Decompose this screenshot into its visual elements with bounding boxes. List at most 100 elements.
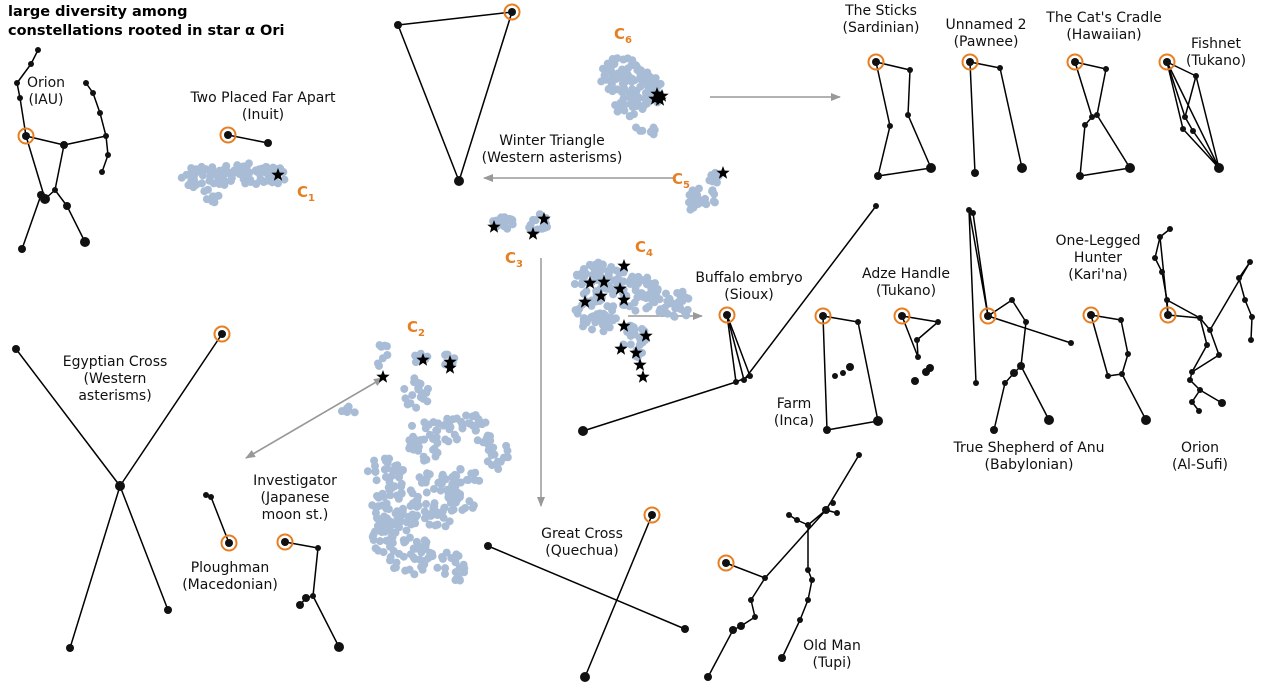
cluster-point [599,320,608,329]
star-node [846,363,854,371]
edge [750,577,766,601]
cluster-point [408,421,417,430]
star-node [1189,399,1195,405]
cluster-point [601,75,610,84]
cluster-point [690,198,699,207]
great-cross [484,506,689,682]
star-marker [633,358,647,371]
cluster-point [599,327,608,336]
star-node [80,237,90,247]
cluster-point [222,162,231,171]
edge [993,382,1006,431]
star-node [1216,352,1222,358]
star-node [578,426,588,436]
cluster-point [656,79,665,88]
embedding-clusters [177,54,723,585]
cluster-point [461,504,470,513]
cluster-point [395,518,404,527]
cluster-point [371,503,380,512]
edge [69,485,121,649]
cluster-point [450,470,459,479]
cluster-point [372,476,381,485]
cluster-point [630,298,639,307]
edge [1199,317,1208,346]
cluster-point [678,291,687,300]
star-node [856,452,862,458]
star-node [1141,415,1151,425]
cluster-point [221,177,230,186]
star-node [302,594,310,602]
star-node [737,622,745,630]
edge [916,321,939,341]
edge [987,299,1013,317]
cluster-point [218,170,227,179]
cluster-point [411,351,420,360]
edge [822,315,828,431]
star-node [103,133,109,139]
star-node [722,559,730,567]
cluster-point [208,163,217,172]
star-node [1197,387,1203,393]
star-marker [614,342,628,355]
star-node [752,614,758,620]
edge [987,315,1072,344]
star-node [17,95,23,101]
cluster-label-c4: C4 [635,238,653,259]
cluster-point [402,526,411,535]
edge [99,112,107,137]
star-node [729,626,737,634]
cluster-point [406,550,415,559]
star-marker [636,370,650,383]
edge [1074,61,1107,70]
label-adze-handle: Adze Handle (Tukano) [862,266,950,299]
cluster-point [392,558,401,567]
star-node [296,601,304,609]
cluster-point [414,378,423,387]
edge [1121,373,1147,421]
edge [1182,128,1220,169]
star-marker [617,319,631,332]
star-node [905,112,911,118]
one-legged-hunter [1082,306,1151,425]
cluster-point [500,213,509,222]
cluster-point [443,414,452,423]
star-node [37,191,45,199]
star-node [1119,371,1125,377]
star-node [1204,342,1210,348]
cluster-point [226,176,235,185]
star-node [1082,122,1088,128]
star-node [926,163,936,173]
cluster-point [592,314,601,323]
label-unnamed-2: Unnamed 2 (Pawnee) [945,17,1027,50]
edge [25,135,46,200]
label-egyptian-cross: Egyptian Cross (Western asterisms) [62,354,168,404]
star-node [874,172,882,180]
cluster-point [385,542,394,551]
edge [54,144,65,191]
edge [1195,75,1220,169]
edge [19,97,27,137]
cluster-point [405,533,414,542]
star-node [1164,297,1170,303]
cluster-point [611,314,620,323]
cluster-point [576,270,585,279]
alpha-ori-marker [1066,53,1084,71]
star-node [1010,369,1018,377]
edge [1209,329,1220,356]
star-node [1207,327,1213,333]
edge [707,629,734,678]
star-node [35,47,41,53]
cluster-point [433,563,442,572]
star-node [1152,255,1158,261]
alpha-ori-marker [893,307,911,325]
star-node [99,169,105,175]
constellation-shapes [12,3,1255,682]
investigator [276,533,344,652]
star-node [1017,362,1025,370]
cluster-point [438,470,447,479]
edge [1166,61,1184,130]
label-buffalo-embryo: Buffalo embryo (Sioux) [695,270,803,303]
cluster-point [494,465,503,474]
edge [726,314,737,383]
